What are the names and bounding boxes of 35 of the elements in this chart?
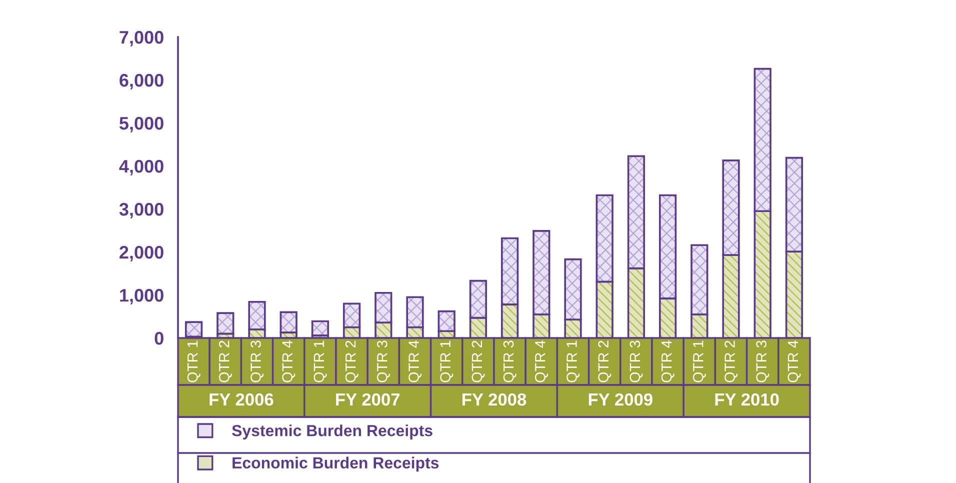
x-tick-label: QTR 2 [598,340,612,382]
text: FY 2009 [588,393,652,406]
y-tick-label: 2,000 [120,246,164,262]
x-tick-label: QTR 3 [250,340,264,382]
text: FY 2007 [336,393,400,406]
x-tick-label: QTR 1 [314,340,327,382]
x-tick-label: QTR 1 [566,340,580,382]
x-tick-label: QTR 2 [472,340,485,382]
y-tick-label: 1,000 [120,288,164,304]
y-tick-label: 5,000 [119,116,164,132]
x-tick-label: QTR 4 [788,340,801,382]
x-tick-label: QTR 3 [630,340,643,382]
x-tick-label: QTR 2 [218,340,232,382]
text: FY 2008 [462,393,526,406]
legend-label: Economic Burden Receipts [232,456,439,472]
y-tick-label: 4,000 [119,160,164,176]
y-tick-label: 3,000 [119,202,164,218]
x-tick-label: QTR 1 [440,340,454,382]
x-tick-label: QTR 2 [345,340,358,382]
x-tick-label: QTR 1 [187,340,200,382]
x-tick-label: QTR 4 [282,340,296,382]
y-tick-label: 7,000 [120,30,164,46]
text: FY 2010 [715,393,779,406]
x-tick-label: QTR 3 [756,340,770,382]
x-tick-label: QTR 1 [692,340,706,382]
x-tick-label: QTR 3 [503,340,516,382]
x-tick-label: QTR 4 [408,340,422,382]
x-tick-label: QTR 4 [534,340,548,382]
text: FY 2006 [210,393,274,406]
x-tick-label: QTR 2 [724,340,738,382]
x-tick-label: QTR 4 [661,340,674,382]
y-tick-label: 6,000 [120,74,164,90]
legend-label: Systemic Burden Receipts [232,424,432,440]
y-tick-label: 0 [154,332,164,345]
x-tick-label: QTR 3 [376,340,390,382]
